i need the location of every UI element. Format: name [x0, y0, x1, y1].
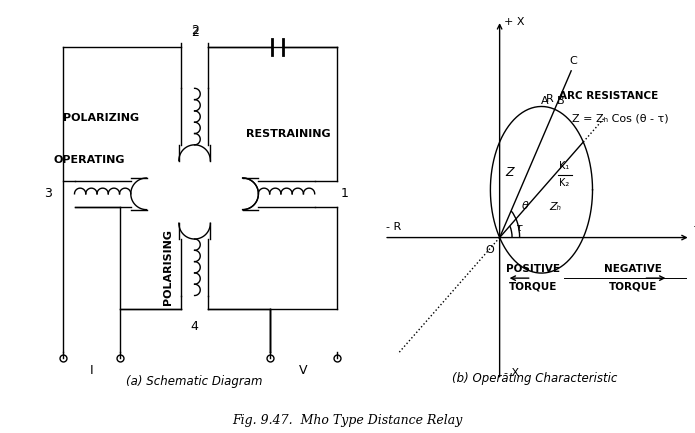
Text: POLARIZING: POLARIZING [63, 113, 139, 123]
Text: A: A [541, 97, 548, 107]
Text: 1: 1 [341, 187, 349, 200]
Text: V: V [299, 364, 308, 378]
Text: O: O [486, 245, 494, 255]
Text: (a) Schematic Diagram: (a) Schematic Diagram [126, 375, 263, 388]
Text: + R: + R [693, 222, 695, 232]
Text: Z = Zₕ Cos (θ - τ): Z = Zₕ Cos (θ - τ) [573, 114, 669, 124]
Text: 2: 2 [190, 25, 199, 38]
Text: POSITIVE: POSITIVE [507, 265, 560, 275]
Text: RESTRAINING: RESTRAINING [246, 129, 331, 139]
Text: TORQUE: TORQUE [509, 282, 557, 292]
Text: POLARISING: POLARISING [163, 229, 173, 305]
Text: (b) Operating Characteristic: (b) Operating Characteristic [452, 372, 618, 385]
Text: 4: 4 [190, 320, 199, 333]
Text: 2: 2 [190, 26, 199, 39]
Text: + X: + X [504, 17, 525, 27]
Text: 3: 3 [44, 187, 52, 200]
Text: K₂: K₂ [559, 178, 570, 188]
Text: B: B [557, 97, 565, 107]
Text: C: C [569, 56, 577, 67]
Text: Zₕ: Zₕ [549, 202, 562, 213]
Text: Z: Z [505, 166, 514, 179]
Text: θ: θ [522, 201, 529, 211]
Text: ARC RESISTANCE: ARC RESISTANCE [559, 90, 658, 100]
Text: τ: τ [515, 223, 521, 233]
Text: - R: - R [386, 222, 401, 232]
Text: Fig. 9.47.  Mho Type Distance Relay: Fig. 9.47. Mho Type Distance Relay [232, 414, 463, 427]
Text: I: I [90, 364, 93, 378]
Text: R: R [546, 94, 554, 103]
Text: OPERATING: OPERATING [54, 155, 125, 165]
Text: K₁: K₁ [559, 161, 570, 171]
Text: TORQUE: TORQUE [609, 282, 657, 292]
Text: NEGATIVE: NEGATIVE [604, 265, 662, 275]
Text: - X: - X [504, 368, 519, 378]
